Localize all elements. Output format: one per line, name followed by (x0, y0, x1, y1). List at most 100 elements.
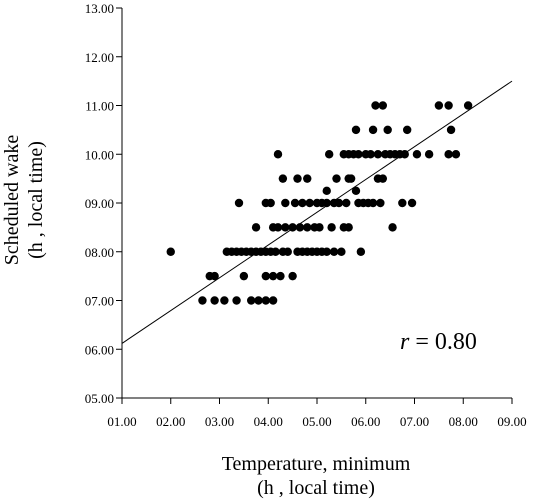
data-point (283, 247, 292, 256)
x-tick-label: 02.00 (156, 414, 185, 429)
data-point (407, 198, 417, 208)
data-point (368, 125, 378, 135)
data-point (239, 271, 249, 281)
y-axis-title-line1: Scheduled wake (1, 135, 23, 266)
y-axis-title-line2: (h , local time) (25, 141, 47, 259)
data-point (246, 296, 256, 305)
data-point (434, 101, 444, 110)
y-tick-label: 09.00 (85, 196, 114, 211)
data-point (288, 271, 297, 281)
regression-line (121, 80, 513, 344)
data-point (344, 223, 353, 232)
data-point (303, 223, 312, 232)
data-point (451, 150, 461, 159)
y-ticks: 05.00 06.00 07.00 08.00 09.00 10.00 11.00 12.00… (85, 1, 122, 406)
y-tick-label: 12.00 (85, 50, 114, 65)
x-tick-label: 06.00 (351, 414, 380, 429)
x-tick-label: 09.00 (497, 414, 526, 429)
data-point (261, 296, 271, 305)
data-point (210, 271, 219, 281)
data-point (268, 296, 278, 305)
data-point (305, 198, 314, 208)
data-point (342, 198, 351, 208)
data-points (166, 101, 473, 305)
x-tick-label: 04.00 (254, 414, 283, 429)
data-point (322, 198, 331, 208)
data-point (276, 271, 285, 281)
data-point (351, 125, 361, 135)
data-point (463, 101, 473, 110)
data-point (268, 271, 278, 281)
data-point (254, 296, 263, 305)
data-point (412, 150, 422, 159)
data-point (273, 223, 283, 232)
data-point (346, 174, 356, 183)
data-point (210, 296, 219, 305)
data-point (261, 271, 271, 281)
data-point (378, 101, 388, 110)
data-point (288, 223, 297, 232)
data-point (220, 296, 229, 305)
r-annotation: r = 0.80 (400, 329, 477, 355)
y-tick-label: 11.00 (85, 99, 114, 114)
data-point (232, 296, 241, 305)
data-point (444, 101, 453, 110)
data-point (198, 296, 207, 305)
data-point (378, 174, 388, 183)
y-tick-label: 08.00 (85, 245, 114, 260)
data-point (402, 125, 412, 135)
data-point (281, 198, 290, 208)
data-point (376, 198, 385, 208)
data-point (298, 198, 307, 208)
data-point (383, 125, 392, 135)
data-point (388, 223, 397, 232)
x-tick-label: 07.00 (400, 414, 429, 429)
y-tick-label: 05.00 (85, 391, 114, 406)
data-point (251, 223, 261, 232)
x-tick-label: 08.00 (449, 414, 478, 429)
data-point (356, 247, 366, 256)
y-tick-label: 10.00 (85, 147, 114, 162)
data-point (295, 223, 305, 232)
data-point (266, 198, 275, 208)
data-point (398, 198, 407, 208)
data-point (315, 223, 324, 232)
data-point (324, 150, 334, 159)
data-point (271, 247, 280, 256)
data-point (373, 150, 383, 159)
data-point (329, 247, 339, 256)
data-point (303, 174, 312, 183)
data-point (281, 223, 290, 232)
x-axis: 01.00 02.00 03.00 04.00 05.00 06.00 07.00 08.00… (107, 397, 527, 429)
data-point (354, 150, 363, 159)
data-point (424, 150, 434, 159)
data-point (400, 150, 409, 159)
y-tick-label: 13.00 (85, 1, 114, 16)
data-point (327, 223, 336, 232)
data-point (322, 186, 331, 196)
y-axis: 05.00 06.00 07.00 08.00 09.00 10.00 11.00 12.00… (85, 1, 123, 406)
data-point (293, 174, 302, 183)
y-tick-label: 06.00 (85, 342, 114, 357)
data-point (366, 150, 375, 159)
data-point (351, 186, 361, 196)
x-tick-label: 01.00 (107, 414, 136, 429)
data-point (332, 174, 341, 183)
data-point (446, 125, 456, 135)
data-point (278, 174, 288, 183)
data-point (166, 247, 175, 256)
r-symbol: r (400, 329, 410, 355)
data-point (234, 198, 244, 208)
x-tick-label: 05.00 (302, 414, 331, 429)
data-point (368, 198, 378, 208)
x-axis-title-line2: (h , local time) (257, 477, 375, 499)
x-axis-title-line1: Temperature, minimum (222, 453, 411, 475)
y-tick-label: 07.00 (85, 294, 114, 309)
data-point (334, 198, 344, 208)
data-point (273, 150, 283, 159)
data-point (290, 198, 300, 208)
x-ticks: 01.00 02.00 03.00 04.00 05.00 06.00 07.00 08.00… (107, 398, 527, 429)
data-point (371, 101, 380, 110)
r-value: = 0.80 (409, 329, 477, 355)
